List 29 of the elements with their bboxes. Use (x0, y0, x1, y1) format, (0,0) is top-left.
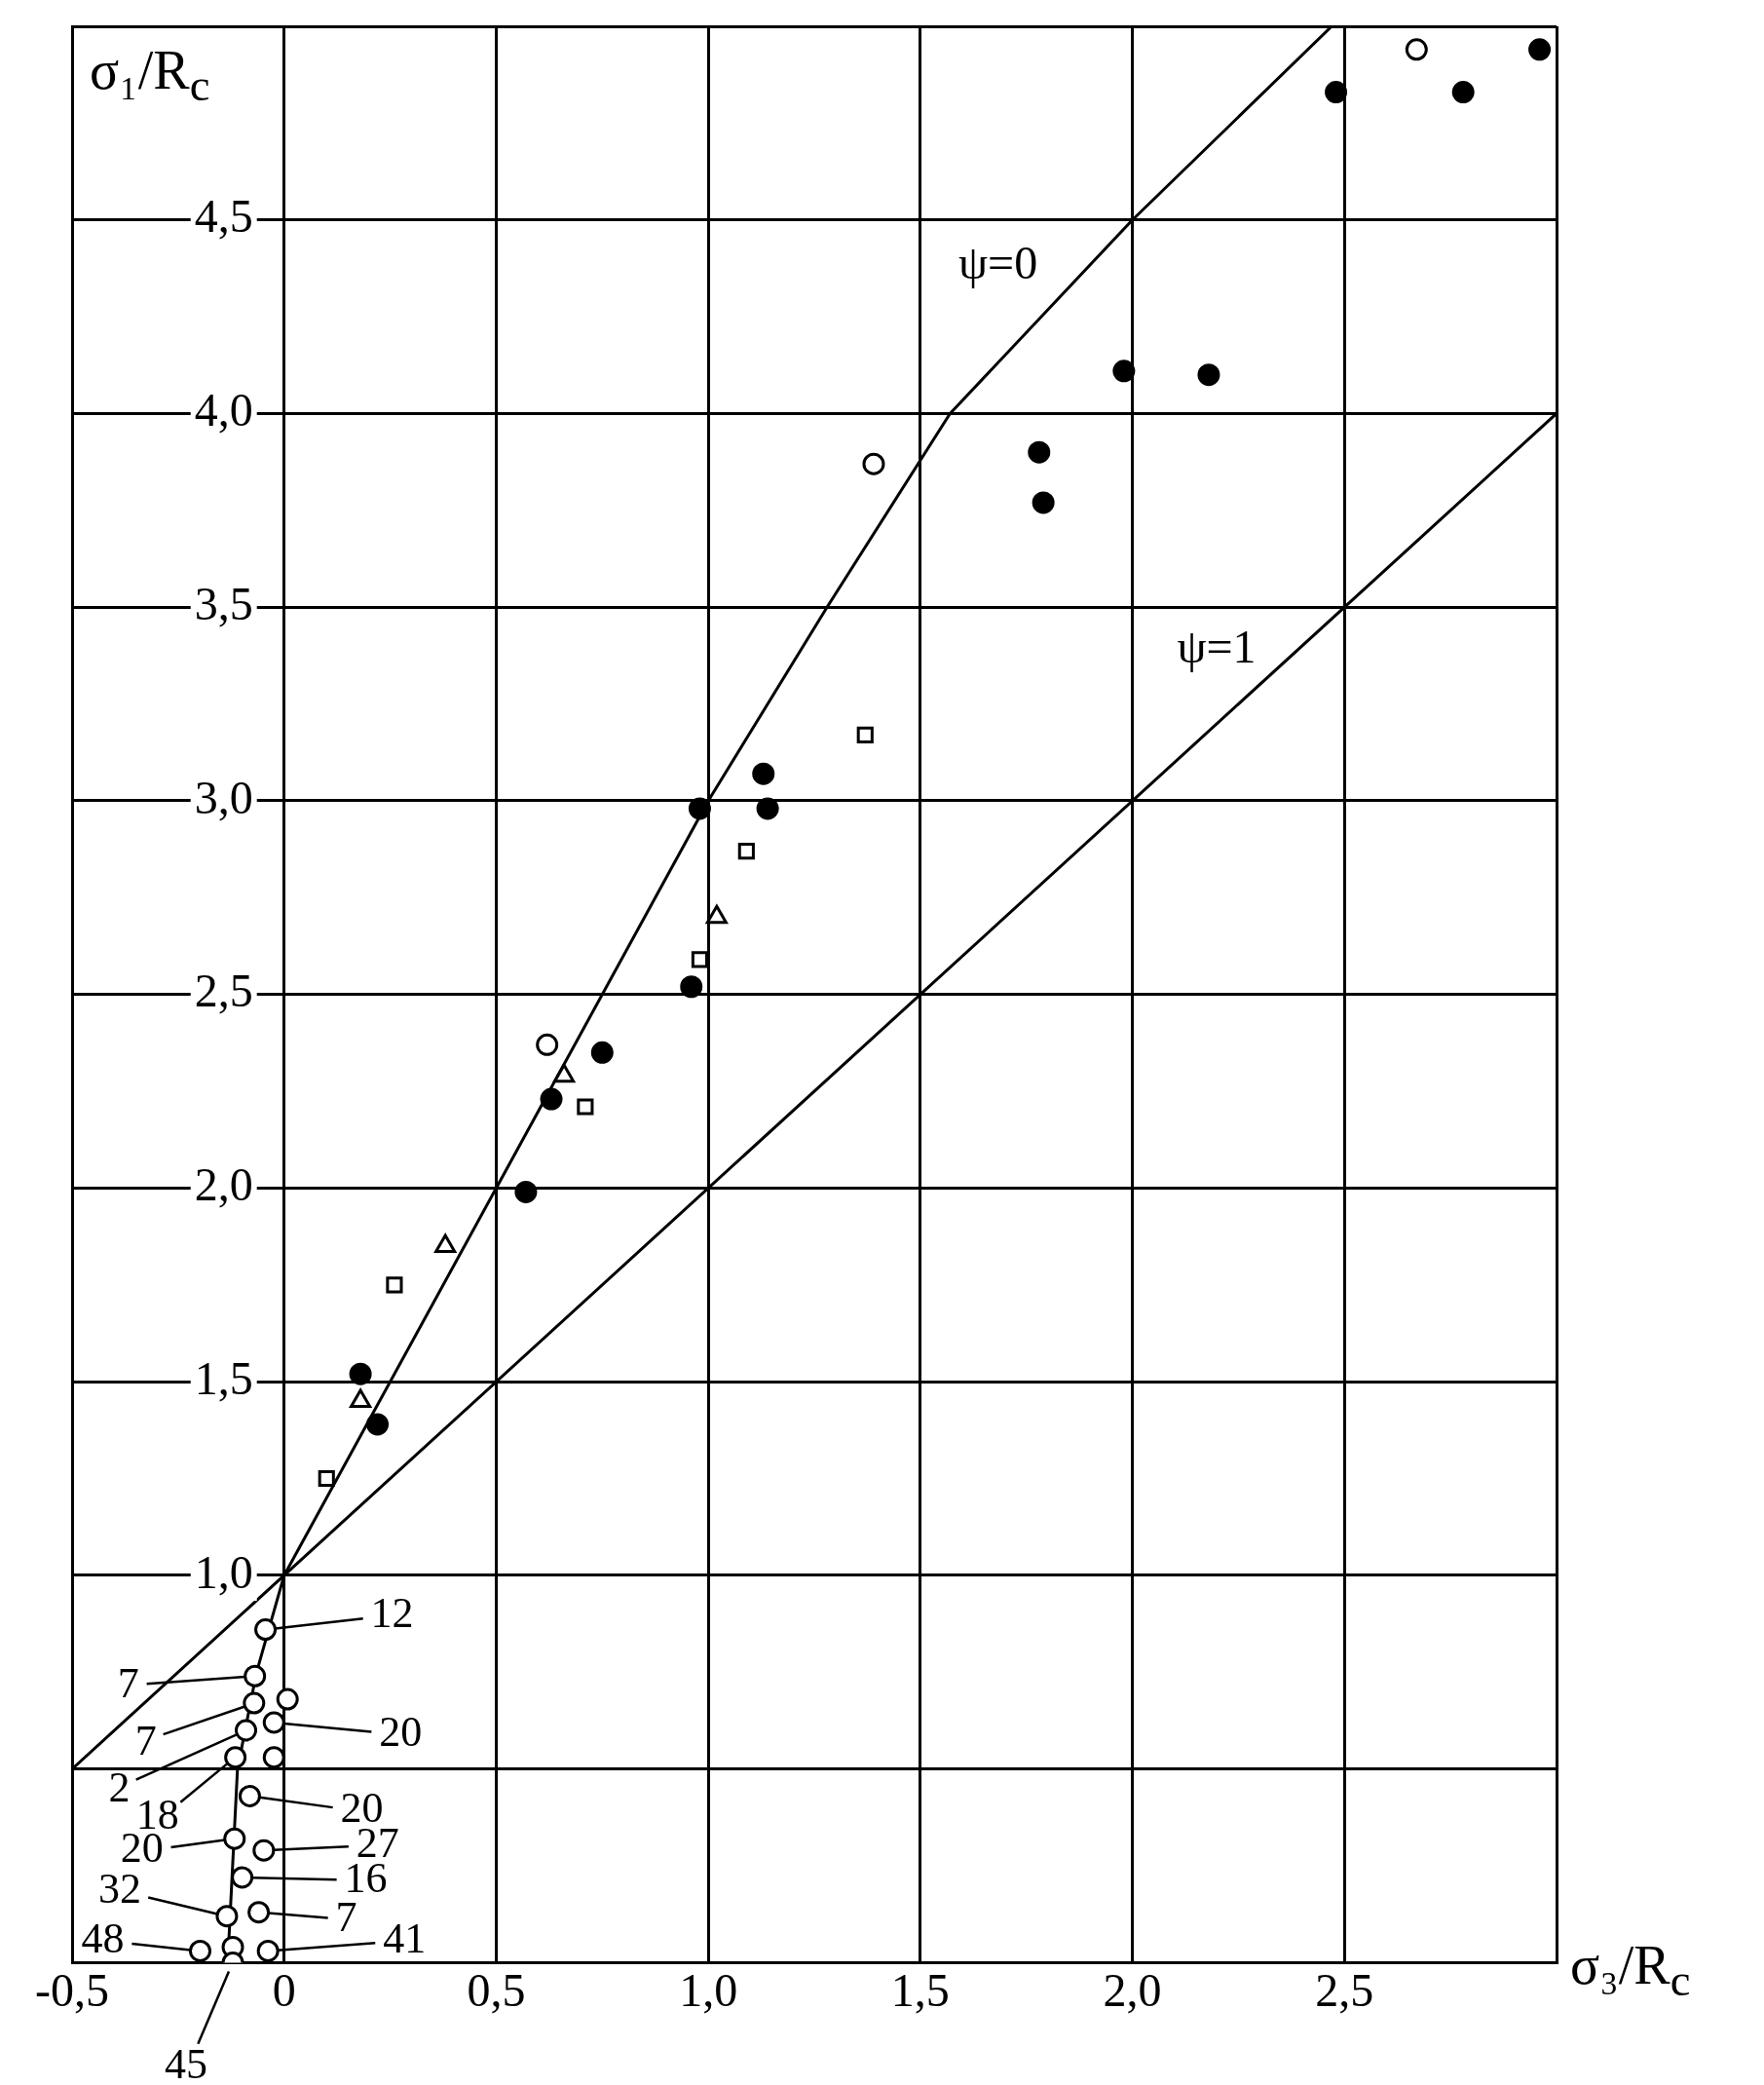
x-tick-label: 2,0 (1103, 1963, 1162, 2016)
annotation: 2 (108, 1763, 131, 1812)
annotation: 41 (383, 1914, 427, 1963)
annotation: 45 (165, 2039, 208, 2085)
y-tick-label: 3,5 (194, 577, 253, 629)
annotation: 7 (134, 1716, 157, 1764)
series-label: ψ=1 (1177, 621, 1257, 673)
annotation: 32 (97, 1865, 141, 1914)
y-tick-label: 2,5 (194, 965, 253, 1017)
y-tick-label: 4,5 (194, 190, 253, 243)
x-tick-label: 1,5 (890, 1963, 950, 2016)
y-tick-label: 1,5 (194, 1351, 253, 1404)
x-tick-label: 0 (272, 1963, 296, 2016)
x-tick-label: -0,5 (35, 1963, 109, 2016)
x-tick-label: 0,5 (467, 1963, 526, 2016)
annotation: 48 (81, 1914, 125, 1963)
y-axis-title: σ₁/R$_{c}$ (90, 39, 210, 112)
x-tick-label: 2,5 (1315, 1963, 1374, 2016)
annotation: 12 (370, 1589, 414, 1638)
annotation: 7 (117, 1658, 139, 1707)
y-tick-label: 2,0 (194, 1158, 253, 1211)
annotation: 7 (335, 1893, 357, 1942)
y-tick-label: 3,0 (194, 771, 253, 823)
annotation: 20 (379, 1707, 423, 1756)
y-tick-label: 1,0 (194, 1545, 253, 1598)
y-tick-label: 4,0 (194, 384, 253, 436)
x-tick-label: 1,0 (679, 1963, 738, 2016)
series-label: ψ=0 (958, 237, 1038, 289)
x-axis-title: σ₃/R$_{c}$ (1570, 1934, 1691, 2007)
